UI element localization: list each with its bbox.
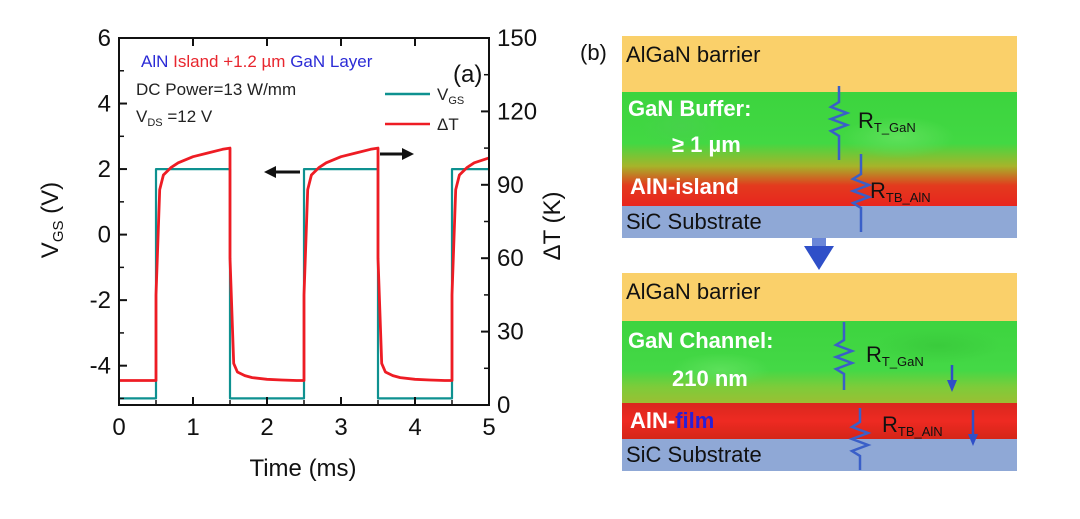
legend-label-dt: ΔT xyxy=(437,115,459,134)
y-left-tick-label: 4 xyxy=(98,91,111,118)
bottom-substrate-label: SiC Substrate xyxy=(626,442,762,467)
title-part-2: +1.2 µm xyxy=(223,52,290,71)
y-left-tick-label: -4 xyxy=(90,353,111,380)
plot-area xyxy=(119,146,490,400)
top-gan-buffer xyxy=(622,92,1017,206)
transition-down-arrow-icon xyxy=(804,238,834,270)
y-right-tick-label: 0 xyxy=(497,392,510,419)
y-left-tick-label: 0 xyxy=(98,222,111,249)
right-arrow xyxy=(380,148,414,160)
panel-a-label: (a) xyxy=(453,61,482,88)
bottom-r-tb-aln-label: RTB_AlN xyxy=(882,412,943,439)
y-axis-right-label: ΔT (K) xyxy=(539,192,566,261)
x-tick-label: 0 xyxy=(112,414,125,441)
y-right-tick-label: 60 xyxy=(497,245,524,272)
series-line-dt xyxy=(119,146,490,382)
y-right-tick-label: 120 xyxy=(497,98,537,125)
top-buffer-line2: ≥ 1 µm xyxy=(672,132,741,157)
bottom-channel-line2: 210 nm xyxy=(672,366,748,391)
top-algan-barrier: AlGaN barrier xyxy=(622,36,1017,92)
top-aln-island-label: AlN-island xyxy=(630,174,739,199)
top-r-t-gan-label: RT_GaN xyxy=(858,108,916,135)
top-barrier-label: AlGaN barrier xyxy=(626,42,761,67)
left-arrow xyxy=(264,166,300,178)
chart-title: AlN Island +1.2 µm GaN Layer xyxy=(141,52,373,71)
bottom-r-t-gan-label: RT_GaN xyxy=(866,342,924,369)
y-left-tick-label: 6 xyxy=(98,25,111,52)
x-axis-label: Time (ms) xyxy=(249,455,356,482)
title-part-1: Island xyxy=(173,52,223,71)
y-right-tick-label: 90 xyxy=(497,172,524,199)
y-left-tick-label: 2 xyxy=(98,156,111,183)
x-tick-label: 2 xyxy=(260,414,273,441)
bottom-barrier-label: AlGaN barrier xyxy=(626,279,761,304)
bottom-aln-film-label: AlN-film xyxy=(630,408,715,433)
x-tick-label: 4 xyxy=(408,414,421,441)
annotation-dc-power: DC Power=13 W/mm xyxy=(136,80,296,99)
x-tick-label: 3 xyxy=(334,414,347,441)
legend-label-vgs: VGS xyxy=(437,85,464,107)
panel-b-schematic: (b) AlGaN barrier SiC Substrate GaN Buff… xyxy=(576,30,1056,510)
film-word: film xyxy=(675,408,715,433)
y-right-tick-label: 150 xyxy=(497,25,537,52)
annotation-vds: VDS =12 V xyxy=(136,107,213,129)
top-sic-substrate: SiC Substrate xyxy=(622,206,1017,238)
y-left-tick-label: -2 xyxy=(90,287,111,314)
y-axis-left-label: VGS (V) xyxy=(37,182,67,258)
bottom-aln-film xyxy=(622,403,1017,439)
top-r-tb-aln-label: RTB_AlN xyxy=(870,178,931,205)
title-part-0: AlN xyxy=(141,52,173,71)
y-right-tick-label: 30 xyxy=(497,319,524,346)
bottom-sic-substrate: SiC Substrate xyxy=(622,439,1017,471)
top-substrate-label: SiC Substrate xyxy=(626,209,762,234)
bottom-channel-line1: GaN Channel: xyxy=(628,328,774,353)
x-tick-label: 1 xyxy=(186,414,199,441)
top-buffer-line1: GaN Buffer: xyxy=(628,96,752,121)
panel-b-label: (b) xyxy=(580,40,607,65)
bottom-algan-barrier: AlGaN barrier xyxy=(622,273,1017,321)
title-part-3: GaN Layer xyxy=(290,52,373,71)
chart-legend: VGS ΔT xyxy=(385,85,464,134)
x-tick-label: 5 xyxy=(482,414,495,441)
